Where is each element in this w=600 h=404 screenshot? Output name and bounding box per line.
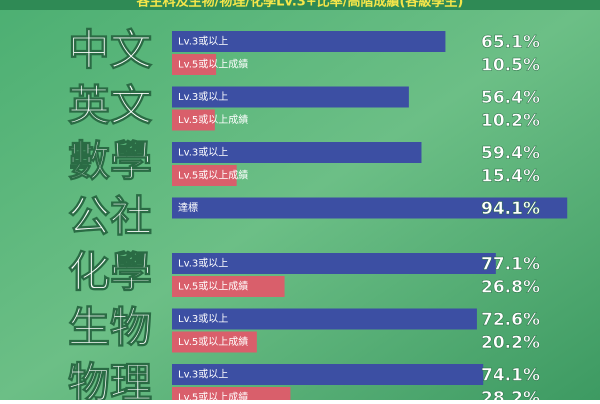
bar-label: Lv.5或以上成績	[178, 113, 248, 126]
subject-label: 英文	[68, 81, 152, 130]
value-label: 10.2%	[481, 111, 540, 131]
bar	[172, 142, 422, 163]
bar	[172, 86, 409, 108]
value-label: 77.1%	[481, 255, 540, 275]
bar-label: Lv.3或以上	[178, 258, 228, 270]
value-label: 65.1%	[481, 33, 540, 53]
bar-label: Lv.5或以上成績	[178, 391, 248, 401]
bar-label: Lv.3或以上	[178, 369, 228, 381]
bar-label: Lv.3或以上	[178, 91, 228, 103]
value-label: 74.1%	[481, 366, 540, 386]
value-label: 72.6%	[481, 310, 540, 330]
subject-label: 公社	[68, 192, 152, 241]
title-band	[0, 0, 600, 10]
bar	[172, 165, 237, 186]
value-label: 26.8%	[481, 278, 540, 298]
value-label: 94.1%	[481, 199, 540, 219]
value-label: 56.4%	[481, 88, 540, 108]
value-label: 10.5%	[481, 56, 540, 76]
value-label: 20.2%	[481, 333, 540, 353]
subject-label: 數學	[68, 137, 152, 186]
bar	[172, 197, 568, 219]
subject-label: 中文	[68, 26, 152, 75]
subject-label: 化學	[68, 248, 152, 297]
bar-label: Lv.5或以上成績	[178, 169, 248, 182]
bar	[172, 331, 257, 353]
bar-label: Lv.5或以上成績	[178, 280, 248, 293]
subject-label: 生物	[68, 303, 152, 352]
bar-label: Lv.5或以上成績	[178, 58, 248, 71]
chart-title: 各主科及生物/物理/化學Lv.3+比率/高階成績(各級學生)	[136, 0, 464, 10]
bar-label: 達標	[178, 201, 198, 214]
bar	[172, 31, 446, 52]
bar	[172, 54, 217, 75]
bar	[172, 109, 215, 131]
value-label: 15.4%	[481, 167, 540, 187]
value-label: 28.2%	[481, 389, 540, 401]
subject-label: 物理	[68, 359, 152, 401]
bar	[172, 308, 477, 330]
bar-label: Lv.3或以上	[178, 313, 228, 325]
bar-label: Lv.5或以上成績	[178, 335, 248, 348]
bar-label: Lv.3或以上	[178, 36, 228, 48]
bar	[172, 364, 484, 385]
bar	[172, 253, 496, 274]
value-label: 59.4%	[481, 144, 540, 164]
bar	[172, 276, 285, 297]
bar-label: Lv.3或以上	[178, 147, 228, 159]
